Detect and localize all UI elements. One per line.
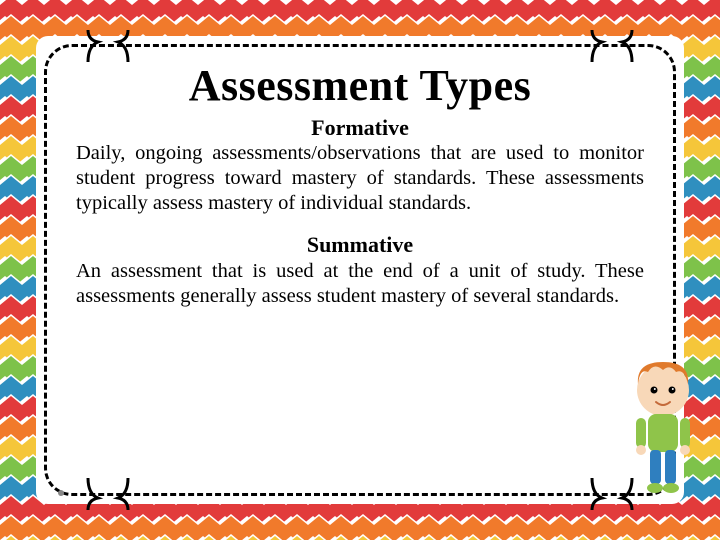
page-title: Assessment Types xyxy=(76,60,644,111)
section-summative: Summative An assessment that is used at … xyxy=(76,232,644,308)
dot-icon xyxy=(58,490,64,496)
section-formative: Formative Daily, ongoing assessments/obs… xyxy=(76,115,644,216)
heading-formative: Formative xyxy=(76,115,644,141)
content-area: Assessment Types Formative Daily, ongoin… xyxy=(76,60,644,480)
body-summative: An assessment that is used at the end of… xyxy=(76,259,644,309)
heading-summative: Summative xyxy=(76,232,644,258)
body-formative: Daily, ongoing assessments/observations … xyxy=(76,141,644,216)
